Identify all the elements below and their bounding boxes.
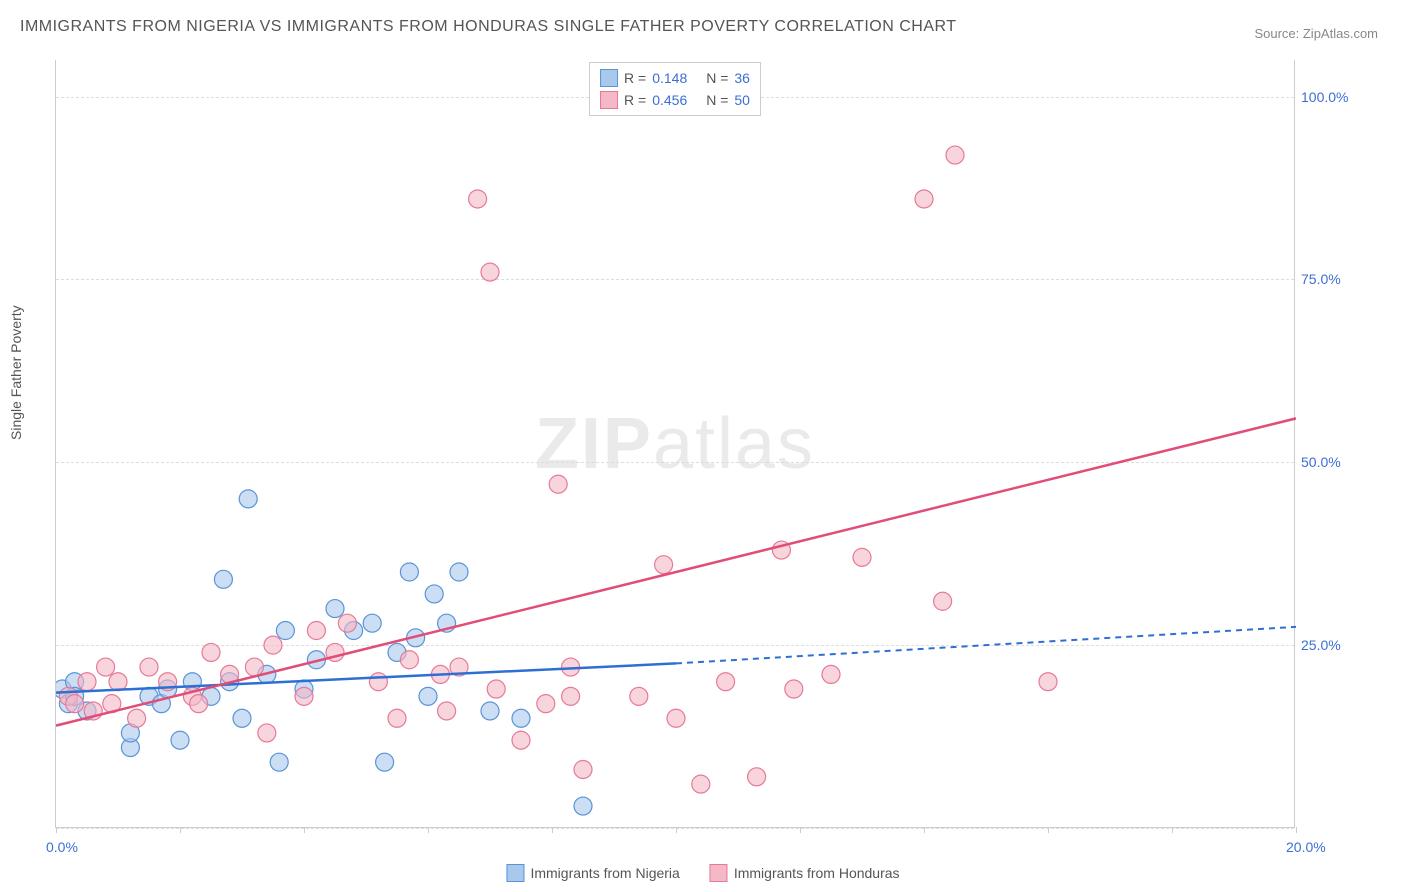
plot-area: ZIPatlas R = 0.148 N = 36 R = 0.456 N = … [55, 60, 1295, 828]
y-tick-label: 50.0% [1301, 454, 1356, 470]
source-label: Source: ZipAtlas.com [1254, 26, 1378, 41]
regression-line-nigeria [56, 663, 676, 692]
legend-n-value-nigeria: 36 [734, 70, 750, 86]
chart-title: IMMIGRANTS FROM NIGERIA VS IMMIGRANTS FR… [20, 18, 957, 36]
legend-item-nigeria: Immigrants from Nigeria [506, 864, 679, 882]
y-tick-label: 25.0% [1301, 637, 1356, 653]
y-tick-label: 75.0% [1301, 271, 1356, 287]
legend-r-value-nigeria: 0.148 [652, 70, 700, 86]
legend-row-nigeria: R = 0.148 N = 36 [600, 67, 750, 89]
legend-n-label: N = [706, 70, 728, 86]
regression-lines-layer [56, 60, 1296, 828]
legend-swatch-nigeria [600, 69, 618, 87]
x-tick-label: 20.0% [1286, 839, 1326, 855]
legend-item-honduras: Immigrants from Honduras [710, 864, 900, 882]
legend-label-nigeria: Immigrants from Nigeria [530, 865, 679, 881]
legend-n-value-honduras: 50 [734, 92, 750, 108]
legend-n-label: N = [706, 92, 728, 108]
legend-r-label: R = [624, 70, 646, 86]
legend-stats: R = 0.148 N = 36 R = 0.456 N = 50 [589, 62, 761, 116]
x-tick [1296, 827, 1297, 833]
legend-r-label: R = [624, 92, 646, 108]
gridline [56, 828, 1294, 829]
legend-row-honduras: R = 0.456 N = 50 [600, 89, 750, 111]
legend-r-value-honduras: 0.456 [652, 92, 700, 108]
legend-swatch-honduras [600, 91, 618, 109]
legend-label-honduras: Immigrants from Honduras [734, 865, 900, 881]
legend-swatch-honduras-bottom [710, 864, 728, 882]
y-tick-label: 100.0% [1301, 89, 1356, 105]
legend-series: Immigrants from Nigeria Immigrants from … [506, 864, 899, 882]
y-axis-label: Single Father Poverty [8, 305, 24, 440]
x-tick-label: 0.0% [46, 839, 78, 855]
regression-line-dash-nigeria [676, 627, 1296, 664]
regression-line-honduras [56, 418, 1296, 725]
legend-swatch-nigeria-bottom [506, 864, 524, 882]
